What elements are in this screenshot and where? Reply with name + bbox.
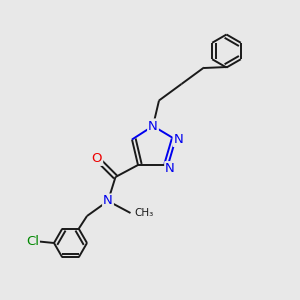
Text: CH₃: CH₃ <box>134 208 153 218</box>
Text: Cl: Cl <box>26 235 39 248</box>
Text: N: N <box>103 194 113 208</box>
Text: N: N <box>165 162 175 175</box>
Text: O: O <box>92 152 102 165</box>
Text: N: N <box>148 119 158 133</box>
Text: N: N <box>174 133 183 146</box>
